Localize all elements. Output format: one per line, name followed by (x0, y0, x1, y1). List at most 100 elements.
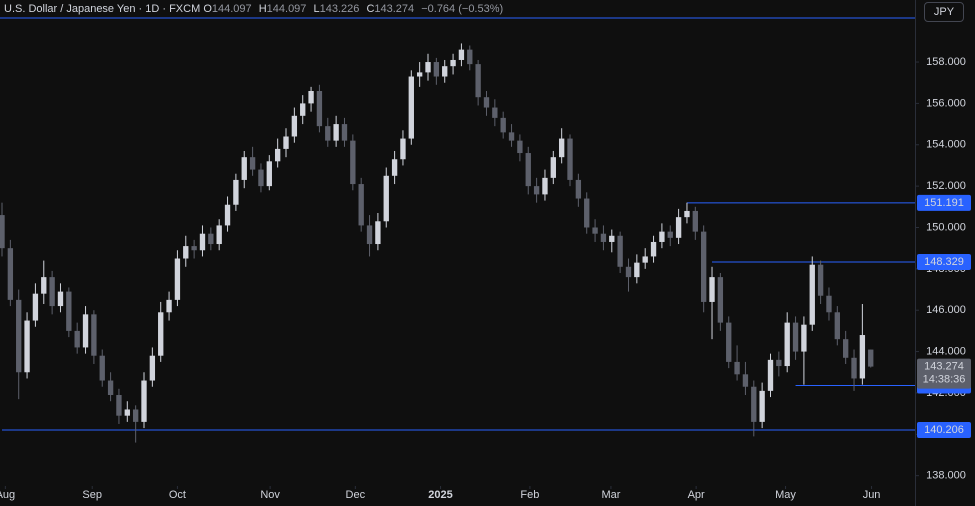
candle-body (7, 248, 14, 300)
candle-body (166, 299, 172, 313)
candle-body (291, 115, 298, 137)
candle-body (249, 157, 256, 170)
candle-body (132, 409, 139, 422)
level-badge (917, 194, 971, 211)
candle-body (433, 62, 440, 77)
candle-body (575, 179, 582, 199)
y-tick-label: 150.000 (926, 221, 966, 233)
candle-body (233, 179, 239, 205)
y-tick-label: 156.000 (926, 97, 966, 109)
candle-body (149, 355, 156, 381)
candle-body (416, 72, 423, 77)
candle-body (592, 227, 598, 234)
candle-body (224, 204, 231, 226)
candle-body (32, 293, 39, 321)
currency-button[interactable]: JPY (924, 2, 964, 22)
candle-body (41, 277, 47, 294)
candle-body (717, 277, 724, 323)
candle-body (483, 97, 490, 108)
x-tick-label: Oct (169, 489, 186, 501)
candle-body (700, 231, 707, 302)
candle-body (467, 49, 473, 65)
candle-body (325, 126, 331, 141)
candle-body (584, 198, 590, 228)
candle-body (208, 233, 214, 245)
candle-body (274, 148, 281, 162)
last-price-label: 143.274 (924, 360, 964, 372)
candle-body (283, 136, 289, 149)
candle-body (241, 157, 247, 180)
candle-body (425, 62, 431, 73)
candle-body (358, 184, 364, 226)
candle-body (659, 231, 665, 242)
x-tick-label: 2025 (428, 489, 452, 501)
candle-body (851, 357, 857, 379)
y-tick-label: 158.000 (926, 56, 966, 68)
ohlc-value: 143.226 (319, 3, 360, 15)
candle-body (500, 117, 506, 133)
candle-body (792, 322, 799, 352)
ohlc-value: 144.097 (211, 3, 252, 15)
x-tick-label: May (775, 489, 796, 501)
candle-body (107, 380, 114, 396)
candle-body (817, 264, 824, 296)
candle-body (634, 262, 640, 278)
candle-body (542, 177, 548, 195)
ohlc-label: H (258, 3, 267, 15)
candle-body (99, 355, 105, 381)
candle-body (300, 103, 306, 116)
candle-body (642, 256, 648, 263)
candle-body (726, 322, 732, 362)
candle-body (458, 49, 465, 60)
candle-body (784, 322, 790, 367)
candle-body (191, 246, 197, 251)
ohlc-label: L (313, 3, 320, 15)
candle-body (216, 225, 222, 245)
candle-body (533, 186, 540, 195)
x-tick-label: Feb (520, 489, 539, 501)
x-tick-label: Mar (601, 489, 620, 501)
candle-body (57, 291, 64, 307)
candle-body (391, 159, 398, 176)
candle-body (600, 233, 607, 242)
symbol: U.S. Dollar / Japanese Yen · 1D · FXCM (4, 3, 201, 15)
change: −0.764 (−0.53%) (421, 3, 504, 15)
candle-body (617, 235, 623, 267)
candle-body (141, 380, 147, 422)
candle-body (124, 409, 130, 416)
candle-body (266, 161, 272, 187)
candle-body (24, 320, 30, 373)
candle-body (517, 140, 523, 154)
ohlc-label: C (366, 3, 375, 15)
candle-body (834, 312, 840, 340)
candle-body (116, 395, 122, 416)
candle-body (492, 107, 498, 118)
candle-body (558, 138, 565, 158)
ohlc-value: 144.097 (266, 3, 307, 15)
candle-body (742, 374, 749, 387)
candle-body (868, 349, 874, 367)
y-tick-label: 146.000 (926, 304, 966, 316)
candle-body (767, 359, 774, 391)
candle-body (450, 59, 456, 67)
candle-body (383, 175, 389, 222)
x-tick-label: Jun (863, 489, 881, 501)
y-tick-label: 138.000 (926, 470, 966, 482)
candle-body (82, 314, 89, 348)
level-label: 140.206 (924, 424, 964, 436)
level-badge (917, 422, 971, 439)
ohlc-label: O (203, 3, 212, 15)
candle-body (525, 153, 531, 187)
candle-body (675, 217, 682, 238)
x-tick-label: Sep (82, 489, 102, 501)
candle-body (692, 210, 698, 232)
candle-body (826, 295, 832, 313)
x-tick-label: Dec (346, 489, 366, 501)
y-tick-label: 154.000 (926, 139, 966, 151)
countdown: 14:38:36 (923, 373, 966, 385)
candle-body (375, 221, 381, 245)
candle-body (258, 169, 264, 187)
ohlc-value: 143.274 (374, 3, 415, 15)
candle-body (199, 233, 206, 251)
